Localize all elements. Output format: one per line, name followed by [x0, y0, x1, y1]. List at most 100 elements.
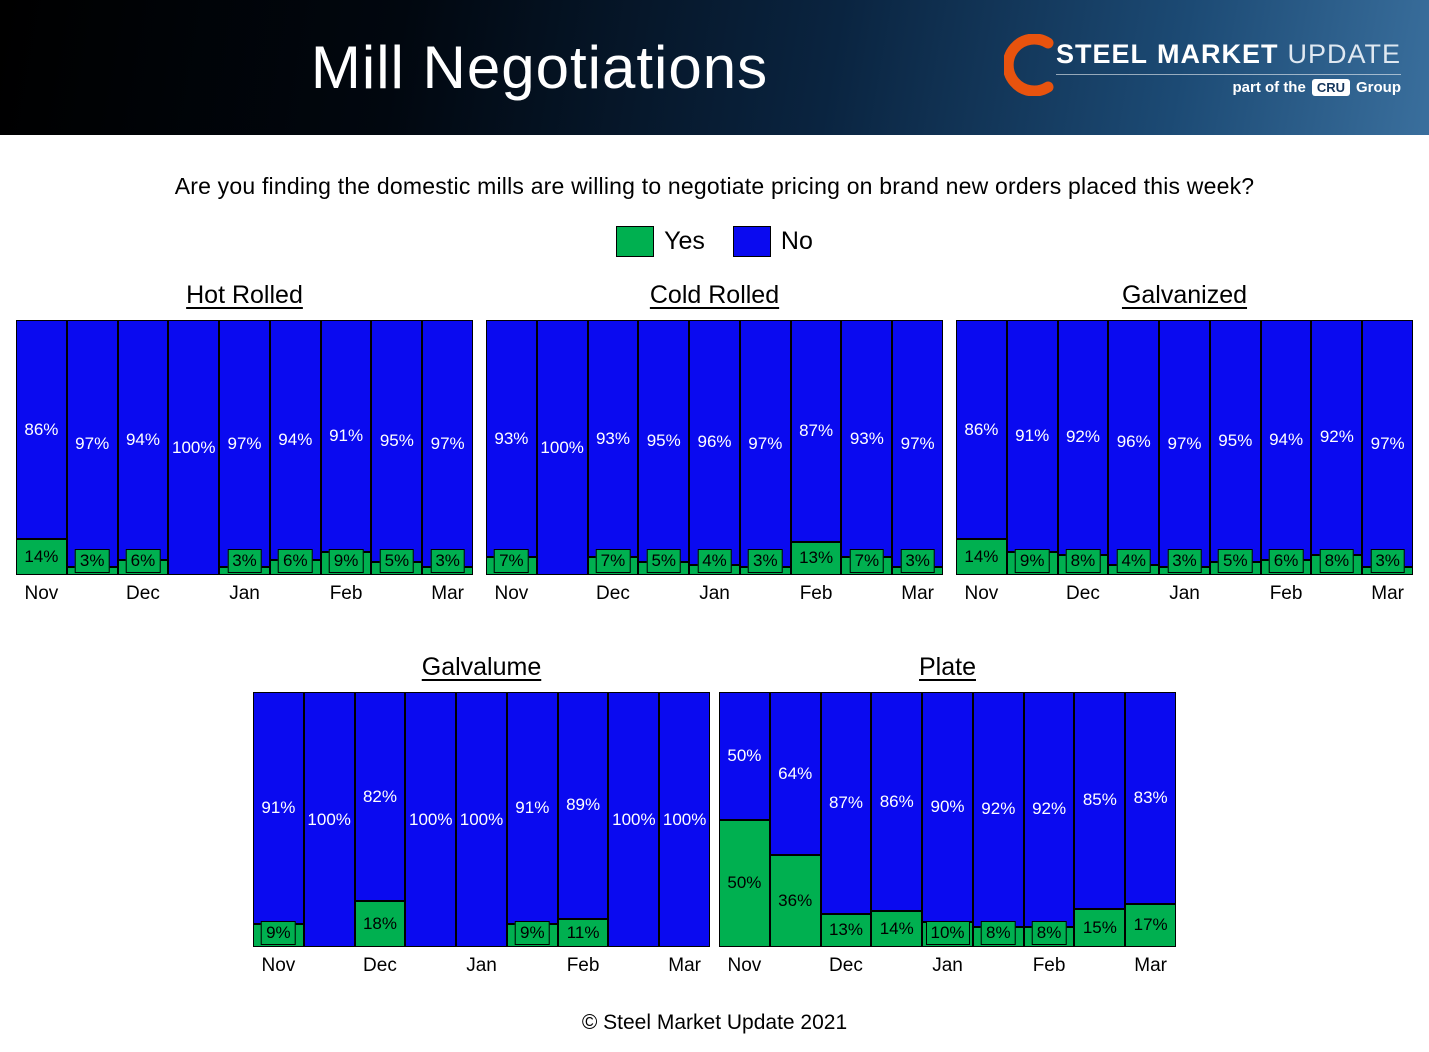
stacked-bar: 92% 8% [972, 692, 1024, 947]
chart-title: Plate [919, 653, 976, 681]
bar-segment-no: 97% [892, 320, 944, 568]
bar-label-no: 92% [1065, 427, 1100, 447]
stacked-bar: 95% 5% [1209, 320, 1261, 575]
legend-yes-swatch [616, 226, 655, 257]
chart-title: Galvanized [1121, 281, 1248, 309]
bar-label-no: 93% [595, 428, 630, 448]
bar-segment-yes: 10% [922, 921, 973, 947]
chart-plot: 86% 14% 97% 3% 94% 6% 100% 97% 3% 94% 6% 91% 9% 95% 5%… [16, 320, 474, 575]
x-axis-label [1108, 583, 1159, 605]
chart-legend: Yes No [0, 226, 1429, 257]
bar-segment-yes: 15% [1074, 908, 1126, 947]
stacked-bar: 95% 5% [638, 320, 690, 575]
bar-segment-no: 86% [16, 320, 67, 540]
bar-label-no: 95% [1218, 431, 1253, 451]
stacked-bar: 96% 4% [689, 320, 740, 575]
bar-label-yes: 15% [1082, 918, 1117, 938]
stacked-bar: 97% 3% [1362, 320, 1414, 575]
stacked-bar: 86% 14% [16, 320, 67, 575]
x-axis-label [405, 955, 456, 977]
bar-segment-no: 92% [1057, 320, 1109, 555]
tagline-prefix: part of the [1232, 79, 1306, 96]
bar-segment-yes: 9% [1006, 549, 1058, 575]
x-axis-label [1210, 583, 1261, 605]
x-axis-label [67, 583, 118, 605]
x-axis-label [770, 955, 821, 977]
chart-cold-rolled: Cold Rolled 93% 7% 100% 93% 7% 95% 5% 96% 4% 97% 3… [486, 281, 944, 605]
smu-logo-wordmark: STEEL MARKET UPDATE [1055, 39, 1401, 75]
bar-segment-yes: 3% [422, 549, 474, 575]
bar-segment-no: 91% [1006, 320, 1058, 553]
stacked-bar: 50% 50% [719, 692, 770, 947]
bar-label-no: 95% [646, 431, 681, 451]
bar-label-no: 92% [1319, 427, 1354, 447]
bar-label-yes: 18% [362, 914, 397, 934]
x-axis-label [304, 955, 355, 977]
bar-label-no: 85% [1082, 790, 1117, 810]
bar-segment-no: 92% [1023, 692, 1075, 927]
bar-segment-yes: 3% [739, 549, 791, 575]
bar-segment-no: 91% [320, 320, 372, 553]
bar-label-no: 97% [1167, 433, 1202, 453]
stacked-bar: 94% 6% [117, 320, 169, 575]
legend-yes-label: Yes [664, 227, 705, 255]
bar-segment-no: 94% [117, 320, 169, 560]
bar-segment-yes: 8% [1311, 549, 1363, 575]
bar-segment-yes: 3% [66, 549, 118, 575]
x-axis-label: Dec [363, 955, 397, 976]
bar-segment-no: 50% [719, 692, 770, 820]
bar-segment-yes: 14% [871, 911, 923, 947]
x-axis-label: Mar [431, 583, 464, 604]
bar-label-no: 100% [612, 809, 656, 829]
bar-segment-no: 100% [608, 692, 660, 947]
bar-segment-yes: 6% [269, 549, 321, 575]
bar-segment-yes: 3% [1362, 549, 1414, 575]
stacked-bar: 83% 17% [1125, 692, 1177, 947]
x-axis-label [537, 583, 588, 605]
stacked-bar: 92% 8% [1311, 320, 1363, 575]
bar-segment-no: 93% [841, 320, 893, 558]
smu-logo-main: STEEL MARKET UPDATE part of the CRU Grou… [1002, 33, 1401, 101]
stacked-bar: 92% 8% [1057, 320, 1109, 575]
cru-badge: CRU [1311, 78, 1350, 97]
bar-label-no: 91% [329, 426, 364, 446]
bar-segment-yes: 8% [1057, 549, 1109, 575]
bar-label-no: 100% [171, 437, 216, 457]
bar-label-no: 97% [1370, 433, 1405, 453]
chart-plate: Plate 50% 50% 64% 36% 87% 13% 86% 14% 90% 10% 92% 8… [719, 653, 1177, 977]
chart-x-axis: Nov Dec Jan Feb Mar [253, 955, 710, 977]
chart-galvanized: Galvanized 86% 14% 91% 9% 92% 8% 96% 4% 97% 3% 95%… [956, 281, 1414, 605]
bar-segment-no: 86% [956, 320, 1007, 540]
bar-segment-yes: 4% [1108, 549, 1160, 575]
bar-segment-yes: 9% [320, 549, 372, 575]
bar-segment-no: 90% [922, 692, 973, 922]
x-axis-label: Jan [1169, 583, 1200, 604]
bar-label-no: 100% [459, 809, 504, 829]
x-axis-label: Mar [1134, 955, 1167, 976]
bar-segment-yes: 6% [1260, 549, 1312, 575]
x-axis-label: Nov [727, 955, 762, 976]
x-axis-label [1007, 583, 1058, 605]
bar-label-no: 96% [1116, 432, 1151, 452]
stacked-bar: 89% 11% [557, 692, 609, 947]
page-title: Mill Negotiations [310, 34, 769, 101]
bar-segment-yes: 36% [769, 855, 821, 947]
bar-label-yes: 9% [261, 921, 296, 945]
bar-label-no: 90% [930, 796, 965, 816]
x-axis-label [871, 955, 922, 977]
stacked-bar: 82% 18% [354, 692, 406, 947]
stacked-bar: 100% [536, 320, 588, 575]
bar-label-yes: 50% [727, 873, 762, 893]
x-axis-label [608, 955, 659, 977]
bar-label-no: 82% [362, 786, 397, 806]
x-axis-label: Jan [699, 583, 730, 604]
bar-label-no: 93% [849, 428, 884, 448]
stacked-bar: 86% 14% [956, 320, 1007, 575]
bar-label-no: 92% [1032, 799, 1067, 819]
smu-logo-text: STEEL MARKET UPDATE part of the CRU Grou… [1055, 39, 1401, 97]
x-axis-label: Feb [566, 955, 600, 976]
bar-segment-no: 96% [689, 320, 740, 565]
stacked-bar: 93% 7% [486, 320, 537, 575]
bar-segment-no: 64% [769, 692, 821, 856]
bar-label-no: 94% [125, 430, 160, 450]
